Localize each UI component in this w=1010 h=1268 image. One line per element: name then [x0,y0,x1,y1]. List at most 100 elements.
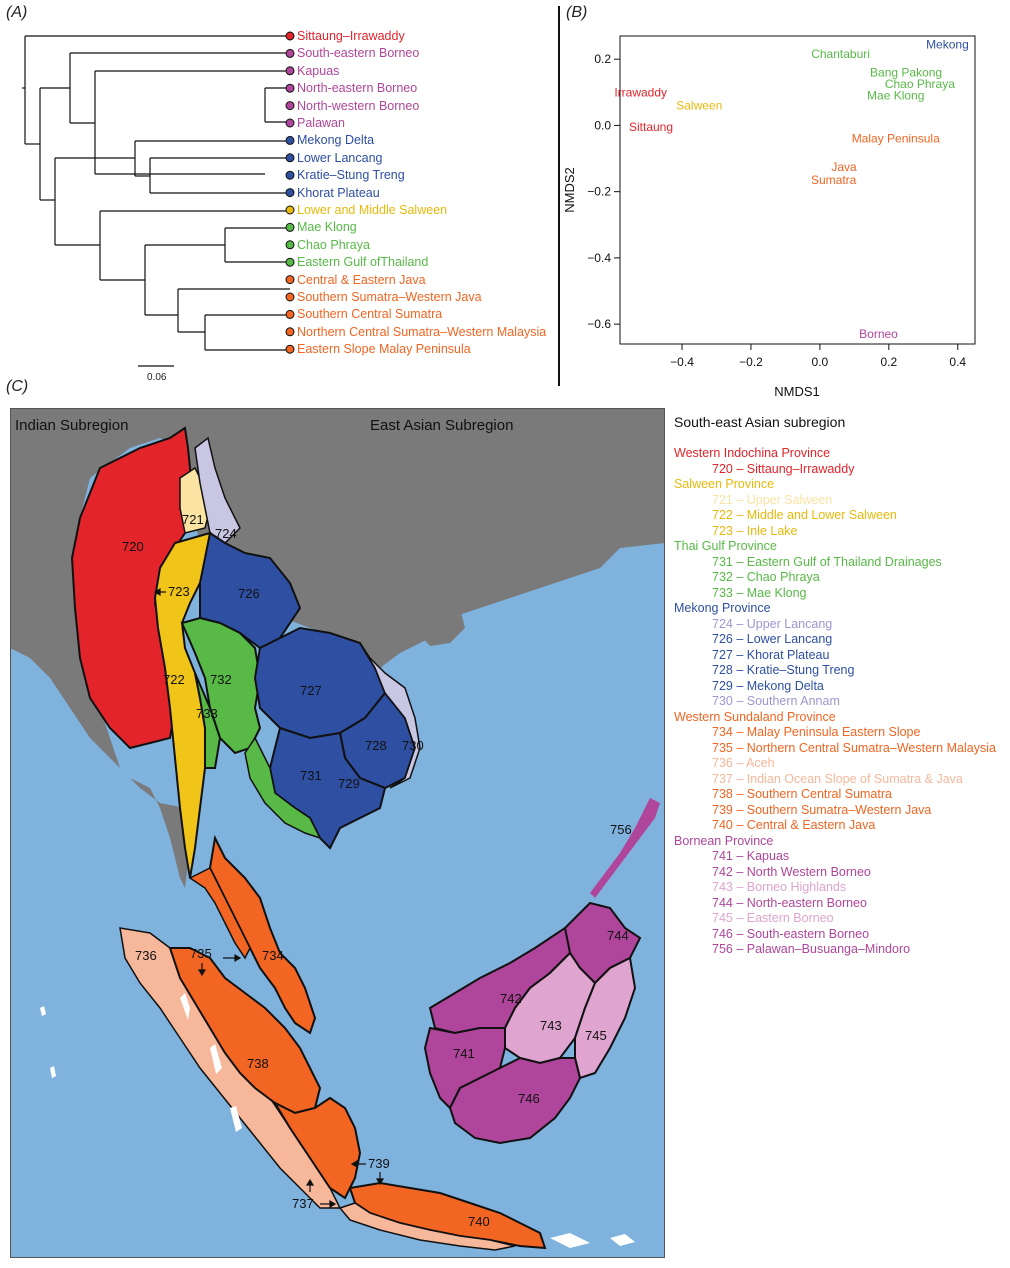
tree-tip-dot [285,205,295,215]
tree-tip-label: Lower and Middle Salween [297,203,448,217]
label-742: 742 [500,991,522,1006]
legend-item: 732 – Chao Phraya [712,570,820,584]
label-727: 727 [300,683,322,698]
label-743: 743 [540,1018,562,1033]
label-723: 723 [168,584,190,599]
x-tick-label: −0.2 [739,355,763,369]
legend-item: 727 – Khorat Plateau [712,647,830,662]
label-726: 726 [238,586,260,601]
legend-item: 733 – Mae Klong [712,585,807,600]
legend-item: 721 – Upper Salween [712,492,833,507]
tree-tip-label: Kratie–Stung Treng [297,168,405,183]
nmds-plot: −0.4 −0.2 0.0 0.2 0.4 0.2 0.0 −0.2 −0.4 −0.6 Meko… [562,35,976,399]
region-731 [244,736,322,840]
y-tick-label: 0.0 [594,118,611,132]
label-721: 721 [182,512,204,527]
tree-tip-label: Mekong Delta [297,133,375,148]
panel-a-label: (A) [6,4,28,21]
tree-tip-label: Chao Phraya [297,237,370,252]
nmds-point-label: Mae Klong [867,89,924,103]
label-741: 741 [453,1046,475,1061]
label-720: 720 [122,539,144,554]
arrow-734-right [223,953,242,963]
arrow-739-down [375,1172,385,1186]
nmds-point-label: Mekong [926,37,969,51]
nmds-point-label: Bang Pakong [870,65,942,79]
x-tick-label: 0.0 [812,355,829,369]
region-730 [359,642,421,789]
taiwan-island [650,408,665,468]
tree-tip-dot [285,309,295,319]
region-735 [188,866,251,960]
legend-item: 729 – Mekong Delta [712,678,824,693]
nmds-plot-frame [619,35,976,345]
legend-item: 742 – North Western Borneo [712,864,871,879]
legend-item: 746 – South-eastern Borneo [712,926,870,941]
tree-tip-label: Eastern Gulf ofThailand [297,255,429,270]
region-724 [194,436,241,544]
tree-tip-label: North-western Borneo [297,98,420,113]
tree-tip-dot [285,83,295,93]
label-746: 746 [518,1091,540,1106]
label-732: 732 [210,672,232,687]
tree-scale-label: 0.06 [147,372,167,380]
nmds-point-label: Malay Peninsula [852,132,940,146]
y-tick-label: −0.4 [587,251,611,265]
arrow-723 [153,587,166,597]
tree-tip-dot [285,275,295,285]
nmds-point-label: Salween [676,99,722,113]
nmds-point-label: Chantaburi [811,47,870,61]
tree-tip-dot [285,101,295,111]
tree-tip-label: North-eastern Borneo [297,81,418,96]
legend-province-heading: Thai Gulf Province [674,539,777,553]
legend-item: 735 – Northern Central Sumatra–Western M… [712,740,996,755]
x-tick-label: −0.4 [670,355,694,369]
label-728: 728 [365,738,387,753]
region-722 [153,531,212,879]
tree-tip-label: Central & Eastern Java [297,272,426,287]
tree-tip-dot [285,170,295,180]
legend-item: 722 – Middle and Lower Salween [712,508,897,522]
nmds-x-label: NMDS1 [774,384,820,399]
legend-item: 756 – Palawan–Busuanga–Mindoro [712,942,911,956]
label-740: 740 [468,1214,490,1229]
tree-tip-label: Mae Klong [297,220,357,235]
legend-item: 724 – Upper Lancang [712,616,833,631]
legend-item: 726 – Lower Lancang [712,632,833,646]
region-745 [574,956,637,1080]
region-739 [272,1096,362,1200]
label-739: 739 [368,1156,390,1171]
tree-tip-dot [285,66,295,76]
x-tick-label: 0.2 [880,355,897,369]
arrow-739-left [350,1159,366,1169]
legend-province-heading: Salween Province [674,477,775,491]
biogeographic-map: 720 721 724 723 726 722 732 727 733 728 … [10,408,665,1258]
tree-tip-dot [285,240,295,250]
hainan-island [418,603,465,646]
y-tick-label: 0.2 [594,52,611,66]
region-732 [180,616,262,755]
region-737 [338,1202,516,1251]
tree-tip-dot [285,118,295,128]
tree-tip-dot [285,257,295,267]
region-738 [168,947,322,1115]
tree-tip-dot [285,48,295,58]
arrow-735-down [197,963,207,977]
legend-item: 737 – Indian Ocean Slope of Sumatra & Ja… [712,771,963,786]
nmds-point-label: Chao Phraya [885,77,955,91]
region-756 [590,798,660,898]
legend-item: 741 – Kapuas [712,849,790,863]
tree-tip-label: Southern Central Sumatra [297,307,443,322]
label-745: 745 [585,1028,607,1043]
legend-item: 740 – Central & Eastern Java [712,818,876,832]
y-tick-label: −0.6 [587,317,611,331]
tree-tip-dot [285,292,295,302]
legend-item: 728 – Kratie–Stung Treng [712,663,855,677]
label-736: 736 [135,948,157,963]
tree-tip-label: Eastern Slope Malay Peninsula [297,342,471,357]
nmds-point-label: Borneo [859,327,898,341]
tree-tip-dot [285,135,295,145]
label-737: 737 [292,1196,314,1211]
panel-divider [558,6,560,386]
y-tick-label: −0.2 [587,185,611,199]
